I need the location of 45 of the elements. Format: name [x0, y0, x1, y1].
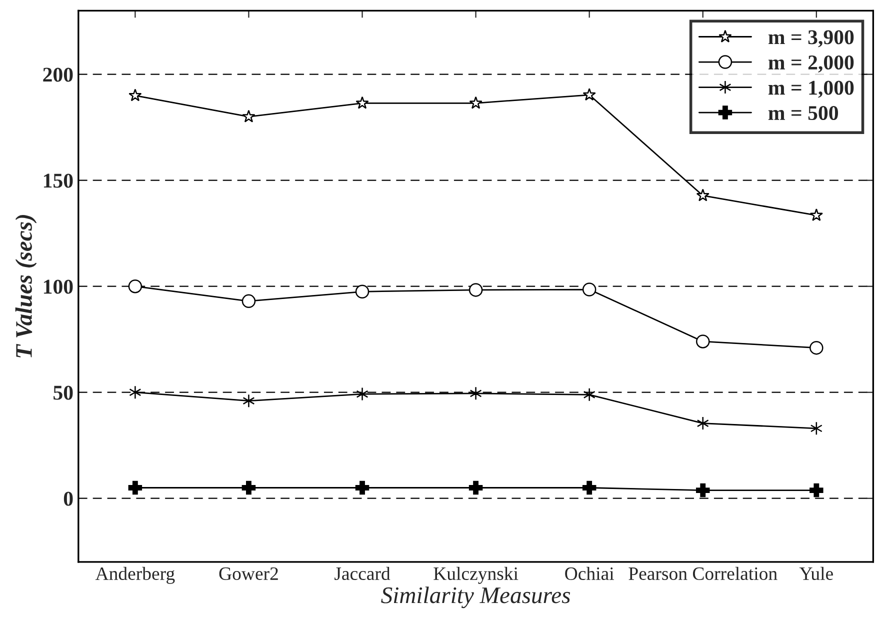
point — [696, 483, 710, 498]
x-tick-label: Anderberg — [95, 566, 175, 584]
point — [810, 208, 823, 221]
point — [810, 483, 824, 498]
x-tick-label: Pearson Correlation — [628, 566, 778, 580]
point — [696, 334, 710, 348]
point — [128, 88, 142, 102]
y-axis-title: T Values (secs) — [15, 215, 37, 358]
point — [242, 294, 256, 308]
point — [242, 394, 255, 408]
point — [242, 110, 256, 122]
x-tick-label: Gower2 — [219, 567, 278, 580]
point — [696, 416, 709, 430]
point — [582, 480, 596, 495]
point — [356, 387, 368, 401]
legend-label: m = 3,900 — [768, 30, 854, 48]
point — [583, 388, 596, 402]
point — [129, 385, 142, 400]
point — [696, 188, 710, 202]
point — [468, 480, 483, 495]
point — [356, 96, 369, 109]
point — [582, 282, 596, 296]
x-tick-label: Jaccard — [334, 566, 390, 580]
x-tick-label: Ochiai — [565, 566, 614, 580]
y-tick-label: 100 — [44, 280, 73, 294]
x-tick-label: Yule — [799, 566, 833, 580]
point — [470, 386, 482, 400]
y-tick-label: 150 — [44, 174, 73, 188]
point — [128, 480, 142, 495]
point — [242, 480, 256, 495]
y-tick-label: 50 — [54, 386, 73, 400]
point — [355, 284, 370, 299]
point — [469, 96, 482, 109]
x-tick-label: Kulczynski — [434, 566, 518, 584]
point — [468, 283, 483, 297]
legend-label: m = 1,000 — [768, 80, 854, 98]
point — [128, 279, 142, 294]
y-tick-label: 200 — [43, 68, 73, 82]
x-axis-title: Similarity Measures — [381, 586, 570, 608]
point — [582, 88, 596, 101]
point — [355, 480, 370, 495]
legend-label: m = 2,000 — [768, 55, 854, 73]
point — [810, 340, 824, 355]
legend-label: m = 500 — [768, 106, 838, 120]
y-tick-label: 0 — [64, 492, 73, 506]
